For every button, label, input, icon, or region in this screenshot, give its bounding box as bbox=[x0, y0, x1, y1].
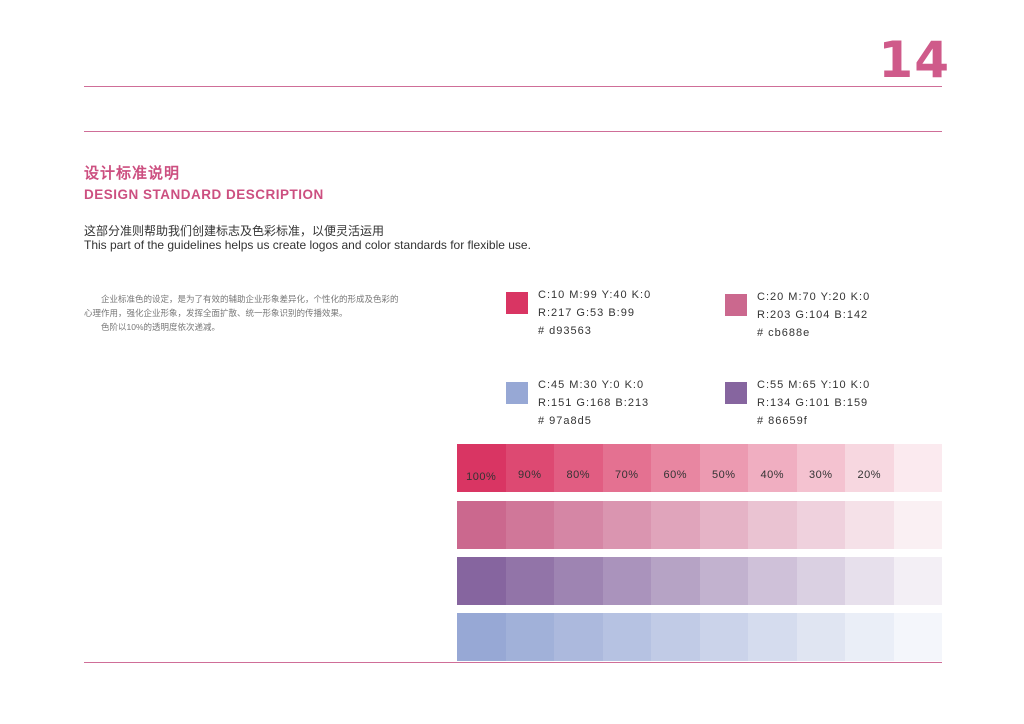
body-description: 企业标准色的设定，是为了有效的辅助企业形象差异化，个性化的形成及色彩的心理作用，… bbox=[84, 292, 400, 334]
tint-cell bbox=[554, 501, 603, 549]
tint-cell bbox=[748, 613, 797, 661]
swatch-chip bbox=[725, 294, 747, 316]
swatch-cmyk: C:10 M:99 Y:40 K:0 bbox=[538, 289, 652, 301]
tint-cell bbox=[505, 557, 554, 605]
tint-cell: 90% bbox=[505, 444, 554, 492]
tint-cell: 30% bbox=[796, 444, 845, 492]
top-divider bbox=[84, 86, 942, 87]
tint-cell bbox=[505, 501, 554, 549]
tint-cell: 70% bbox=[602, 444, 651, 492]
tint-cell bbox=[845, 501, 894, 549]
tint-cell bbox=[699, 501, 748, 549]
tint-cell bbox=[651, 613, 700, 661]
tint-percent-label: 60% bbox=[663, 469, 688, 481]
tint-cell bbox=[893, 613, 942, 661]
tint-cell bbox=[602, 557, 651, 605]
swatch-hex: # 86659f bbox=[757, 415, 808, 427]
tint-cell bbox=[505, 613, 554, 661]
tint-cell: 100% bbox=[457, 444, 506, 492]
tint-percent-label: 70% bbox=[614, 469, 639, 481]
section-title-en: DESIGN STANDARD DESCRIPTION bbox=[84, 187, 324, 202]
tint-percent-label: 50% bbox=[711, 469, 736, 481]
body-paragraph-2: 色阶以10%的透明度依次递减。 bbox=[101, 322, 221, 332]
tint-cell bbox=[554, 613, 603, 661]
tint-cell bbox=[893, 444, 942, 492]
tint-cell: 20% bbox=[845, 444, 894, 492]
intro-text-en: This part of the guidelines helps us cre… bbox=[84, 238, 531, 252]
intro-text-cn: 这部分准则帮助我们创建标志及色彩标准，以便灵活运用 bbox=[84, 224, 385, 238]
tint-cell: 60% bbox=[651, 444, 700, 492]
tint-cell bbox=[602, 501, 651, 549]
body-paragraph-1: 企业标准色的设定，是为了有效的辅助企业形象差异化，个性化的形成及色彩的心理作用，… bbox=[84, 294, 399, 318]
tint-percent-label: 40% bbox=[760, 469, 785, 481]
tint-cell bbox=[602, 613, 651, 661]
swatch-hex: # d93563 bbox=[538, 325, 592, 337]
swatch-rgb: R:203 G:104 B:142 bbox=[757, 309, 869, 321]
swatch-chip bbox=[506, 292, 528, 314]
tint-cell: 50% bbox=[699, 444, 748, 492]
swatch-hex: # cb688e bbox=[757, 327, 811, 339]
swatch-cmyk: C:45 M:30 Y:0 K:0 bbox=[538, 379, 645, 391]
tint-cell bbox=[699, 557, 748, 605]
tint-cell bbox=[845, 557, 894, 605]
tint-percent-label: 20% bbox=[857, 469, 882, 481]
tint-cell bbox=[796, 613, 845, 661]
tint-cell bbox=[651, 501, 700, 549]
tint-cell bbox=[457, 501, 506, 549]
tint-cell bbox=[457, 557, 506, 605]
tint-cell bbox=[457, 613, 506, 661]
tint-cell bbox=[699, 613, 748, 661]
tint-cell bbox=[845, 613, 894, 661]
tint-cell bbox=[796, 557, 845, 605]
swatch-rgb: R:217 G:53 B:99 bbox=[538, 307, 635, 319]
tint-cell bbox=[748, 501, 797, 549]
tint-row-2 bbox=[457, 501, 942, 549]
tint-cell bbox=[796, 501, 845, 549]
tint-percent-label: 80% bbox=[566, 469, 591, 481]
swatch-cmyk: C:55 M:65 Y:10 K:0 bbox=[757, 379, 871, 391]
bottom-divider bbox=[84, 662, 942, 663]
tint-row-4 bbox=[457, 613, 942, 661]
tint-percent-label: 90% bbox=[517, 469, 542, 481]
tint-row-1: 100% 90% 80% 70% 60% 50% 40% 30% 20% bbox=[457, 444, 942, 492]
tint-row-3 bbox=[457, 557, 942, 605]
swatch-rgb: R:151 G:168 B:213 bbox=[538, 397, 650, 409]
tint-cell: 40% bbox=[748, 444, 797, 492]
tint-percent-label: 30% bbox=[808, 469, 833, 481]
tint-percent-label: 100% bbox=[466, 471, 497, 483]
swatch-hex: # 97a8d5 bbox=[538, 415, 592, 427]
tint-cell bbox=[651, 557, 700, 605]
page-number: 14 bbox=[878, 31, 950, 89]
swatch-rgb: R:134 G:101 B:159 bbox=[757, 397, 869, 409]
swatch-chip bbox=[725, 382, 747, 404]
tint-cell bbox=[893, 501, 942, 549]
tint-cell bbox=[554, 557, 603, 605]
swatch-chip bbox=[506, 382, 528, 404]
swatch-cmyk: C:20 M:70 Y:20 K:0 bbox=[757, 291, 871, 303]
tint-cell: 80% bbox=[554, 444, 603, 492]
tint-cell bbox=[893, 557, 942, 605]
section-title-cn: 设计标准说明 bbox=[84, 165, 181, 182]
tint-cell bbox=[748, 557, 797, 605]
header-divider bbox=[84, 131, 942, 132]
